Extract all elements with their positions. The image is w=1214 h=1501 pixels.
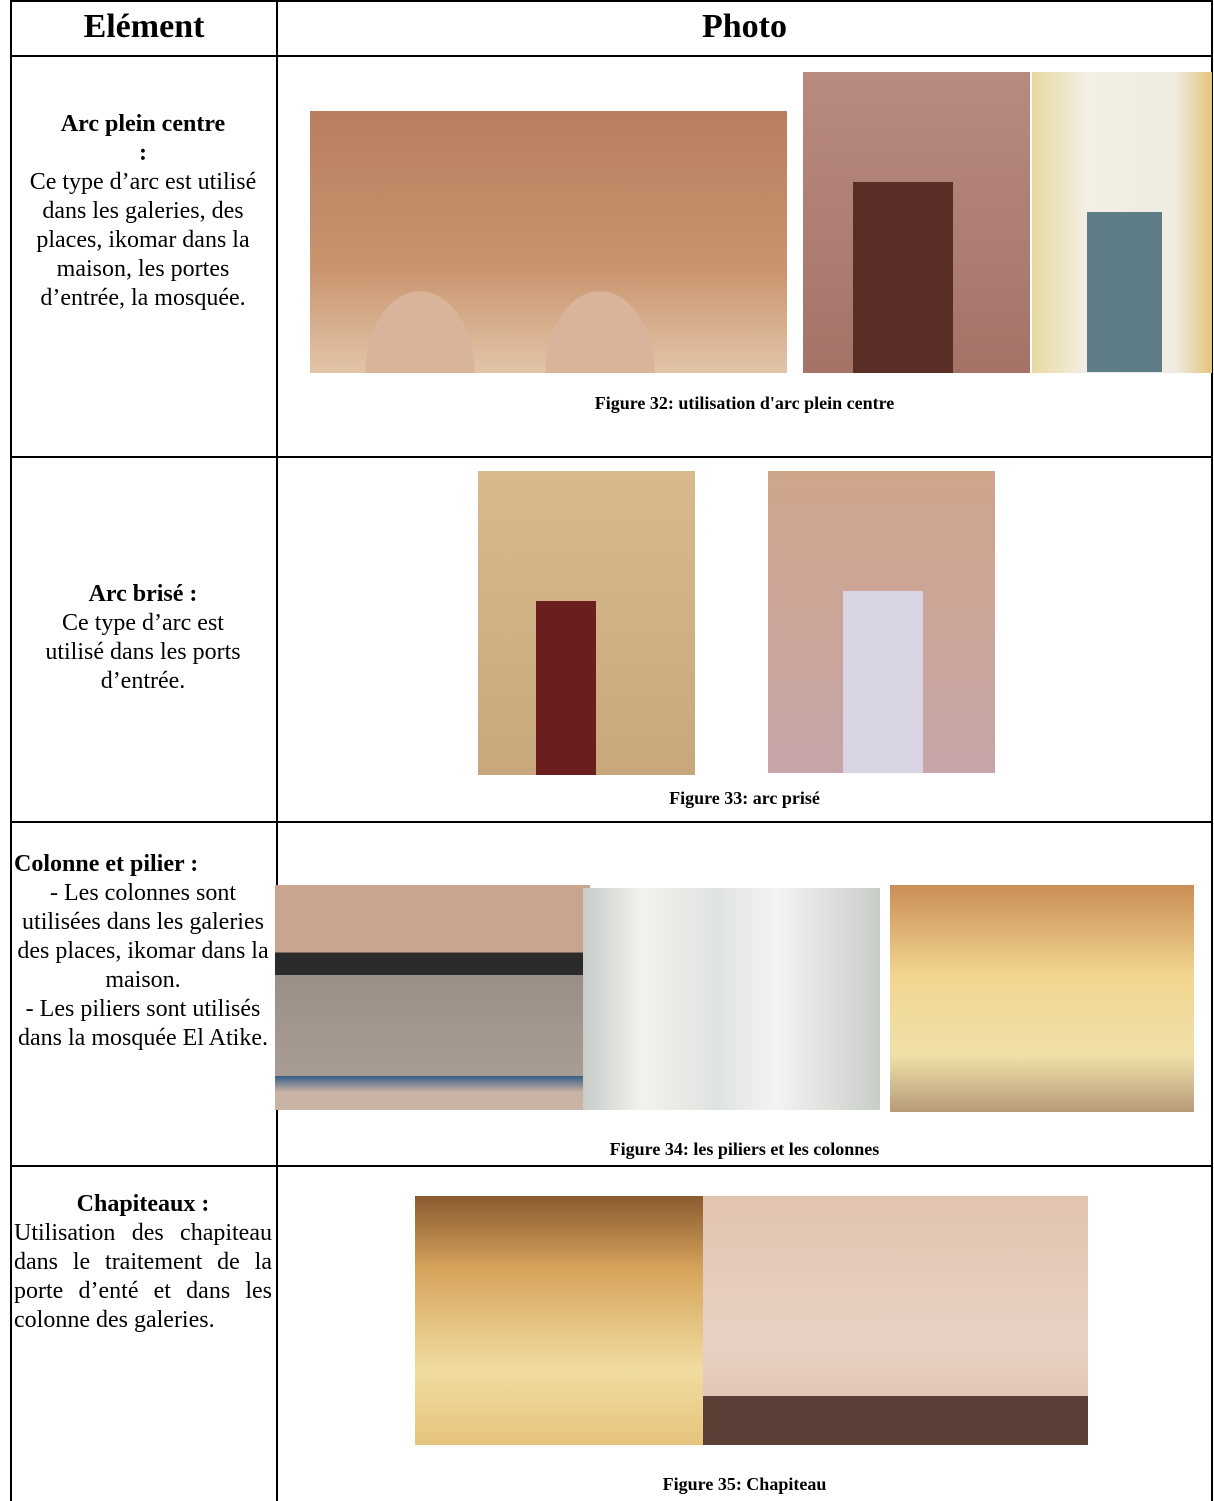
element-cell: Arc brisé : Ce type d’arc est utilisé dan…	[14, 580, 272, 696]
figure-caption: Figure 33: arc prisé	[669, 788, 820, 808]
element-title: Colonne et pilier :	[14, 851, 199, 877]
element-text: Ce type d’arc est utilisé dans les ports…	[45, 610, 241, 694]
photo	[1032, 72, 1212, 373]
border	[10, 1165, 1213, 1167]
photo	[478, 471, 695, 775]
photo	[415, 1196, 703, 1445]
photo	[275, 885, 590, 1110]
photo	[803, 72, 1030, 373]
element-cell: Colonne et pilier : - Les colonnes sont u…	[14, 850, 272, 1053]
photo	[890, 885, 1194, 1112]
photo	[703, 1196, 1088, 1445]
border	[276, 0, 278, 1501]
element-title: Arc brisé :	[88, 581, 198, 607]
element-text: Ce type d’arc est utilisé dans les galer…	[29, 169, 257, 311]
border	[1211, 0, 1213, 1501]
element-title: Chapiteaux :	[76, 1191, 210, 1217]
header-cell: Elément	[83, 8, 205, 45]
element-text: Utilisation des chapiteau dans le traite…	[14, 1220, 272, 1333]
border	[10, 821, 1213, 823]
element-cell: Arc plein centre : Ce type d’arc est util…	[14, 110, 272, 313]
photo	[310, 111, 787, 373]
border	[10, 55, 1213, 57]
figure-caption: Figure 34: les piliers et les colonnes	[609, 1139, 880, 1159]
figure-caption: Figure 35: Chapiteau	[662, 1474, 827, 1494]
header-cell: Photo	[702, 8, 787, 45]
border	[10, 456, 1213, 458]
photo	[583, 888, 880, 1110]
element-title: Arc plein centre :	[60, 111, 226, 166]
figure-caption: Figure 32: utilisation d'arc plein centr…	[594, 393, 895, 413]
border	[10, 0, 12, 1501]
photo	[768, 471, 995, 773]
element-text: - Les colonnes sont utilisées dans les g…	[17, 880, 269, 1051]
element-cell: Chapiteaux : Utilisation des chapiteau da…	[14, 1190, 272, 1335]
border	[10, 0, 1213, 2]
